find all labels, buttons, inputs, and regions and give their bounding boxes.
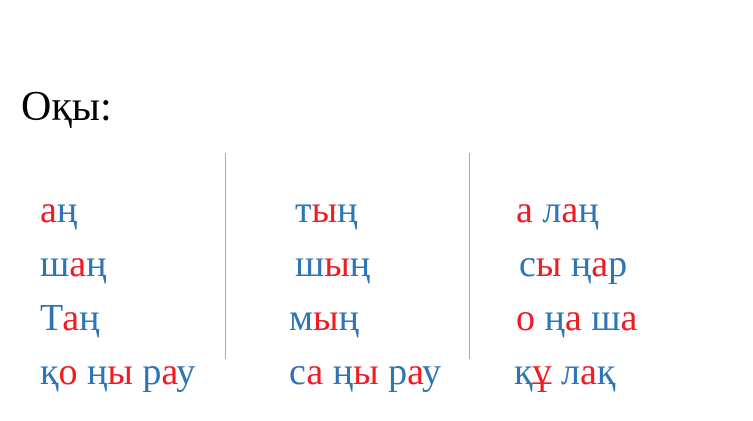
letter: о: [58, 351, 78, 393]
letter: ң: [338, 297, 359, 339]
letter: с: [289, 351, 307, 393]
letter: ұ: [532, 351, 552, 393]
letter: ң: [337, 189, 358, 231]
letter: а: [561, 189, 579, 231]
letter: р: [608, 243, 628, 285]
letter: а: [306, 351, 324, 393]
word-tan: Таң: [21, 261, 99, 337]
letter: р: [132, 351, 162, 393]
letter: м: [289, 297, 314, 339]
letter: ң: [561, 243, 592, 285]
word-shyn: шың: [276, 207, 370, 283]
letter: у: [422, 351, 442, 393]
letter: ң: [578, 189, 599, 231]
letter: Т: [40, 297, 63, 339]
word-onasha: о ңа ша: [497, 261, 637, 337]
word-konyrau: қо ңы рау: [21, 315, 195, 391]
letter: ң: [79, 297, 100, 339]
letter: а: [579, 351, 597, 393]
letter: а: [620, 297, 638, 339]
letter: л: [532, 189, 562, 231]
letter: ң: [56, 189, 78, 231]
word-alan: а лаң: [497, 153, 599, 229]
letter: қ: [514, 351, 533, 393]
letter: қ: [596, 351, 616, 393]
letter: ш: [581, 297, 621, 339]
letter: ң: [349, 243, 371, 285]
letter: а: [69, 243, 87, 285]
letter: ш: [40, 243, 70, 285]
letter: ң: [77, 351, 108, 393]
letter: ы: [324, 243, 350, 285]
letter: р: [378, 351, 408, 393]
word-tyn: тың: [276, 153, 357, 229]
word-synar: сы ңар: [500, 207, 627, 283]
word-an: аң: [21, 153, 77, 229]
column-divider-1: [225, 153, 226, 359]
letter: о: [516, 297, 535, 339]
letter: ы: [107, 351, 133, 393]
letter: ы: [535, 243, 562, 285]
letter: қ: [40, 351, 59, 393]
letter: у: [176, 351, 196, 393]
word-shan: шаң: [21, 207, 106, 283]
letter: т: [295, 189, 312, 231]
page-title: Оқы:: [21, 84, 112, 130]
letter: ш: [295, 243, 325, 285]
letter: а: [40, 189, 57, 231]
letter: а: [161, 351, 177, 393]
letter: ң: [535, 297, 565, 339]
letter: а: [62, 297, 80, 339]
word-sanyrau: са ңы рау: [270, 315, 441, 391]
column-divider-2: [469, 153, 470, 359]
letter: а: [407, 351, 423, 393]
word-qulaq: құ лақ: [495, 315, 615, 391]
letter: ы: [311, 189, 338, 231]
letter: а: [591, 243, 609, 285]
letter: с: [519, 243, 536, 285]
letter: л: [551, 351, 580, 393]
letter: а: [516, 189, 533, 231]
word-myn: мың: [270, 261, 359, 337]
letter: ы: [313, 297, 339, 339]
letter: ң: [86, 243, 107, 285]
letter: а: [564, 297, 582, 339]
letter: ң: [323, 351, 354, 393]
letter: ы: [353, 351, 379, 393]
